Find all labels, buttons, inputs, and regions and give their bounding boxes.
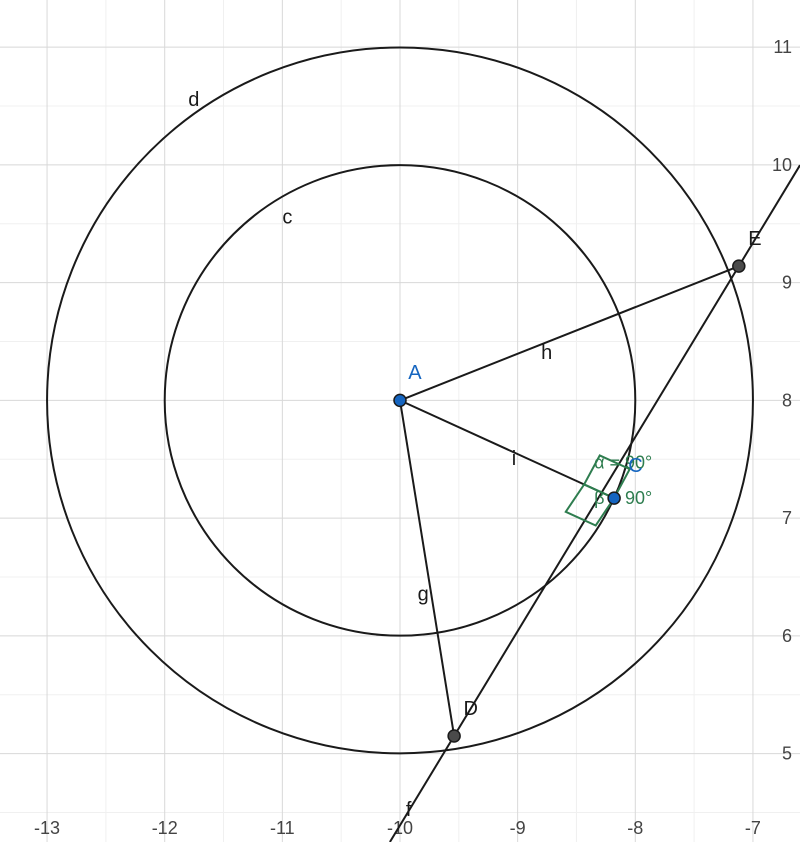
major-grid bbox=[0, 0, 800, 842]
point-E bbox=[733, 260, 745, 272]
svg-text:C: C bbox=[628, 455, 642, 477]
svg-text:-9: -9 bbox=[510, 818, 526, 838]
diagram-canvas: -13-12-11-10-9-8-7567891011cdghifα = 90°… bbox=[0, 0, 800, 842]
svg-text:6: 6 bbox=[782, 626, 792, 646]
svg-text:g: g bbox=[418, 584, 429, 606]
svg-text:c: c bbox=[282, 207, 292, 229]
svg-text:-13: -13 bbox=[34, 818, 60, 838]
svg-text:11: 11 bbox=[773, 37, 792, 57]
svg-text:E: E bbox=[748, 228, 761, 250]
svg-text:-7: -7 bbox=[745, 818, 761, 838]
point-D bbox=[448, 730, 460, 742]
svg-text:10: 10 bbox=[772, 155, 792, 175]
svg-text:β = 90°: β = 90° bbox=[594, 488, 652, 508]
svg-text:D: D bbox=[464, 698, 478, 720]
svg-text:9: 9 bbox=[782, 273, 792, 293]
svg-text:-11: -11 bbox=[270, 818, 295, 838]
svg-text:-8: -8 bbox=[627, 818, 643, 838]
svg-text:-12: -12 bbox=[152, 818, 178, 838]
svg-text:d: d bbox=[188, 89, 199, 111]
svg-text:α = 90°: α = 90° bbox=[594, 453, 652, 473]
segment-AD bbox=[400, 400, 454, 736]
svg-text:8: 8 bbox=[782, 390, 792, 410]
point-A bbox=[394, 394, 406, 406]
svg-text:5: 5 bbox=[782, 744, 792, 764]
svg-text:7: 7 bbox=[782, 508, 792, 528]
svg-text:i: i bbox=[512, 448, 516, 470]
svg-text:f: f bbox=[406, 799, 412, 821]
point-C bbox=[608, 492, 620, 504]
segment-AE bbox=[400, 266, 739, 400]
segment-AC bbox=[400, 400, 614, 498]
svg-text:A: A bbox=[408, 362, 422, 384]
svg-text:h: h bbox=[541, 342, 552, 364]
